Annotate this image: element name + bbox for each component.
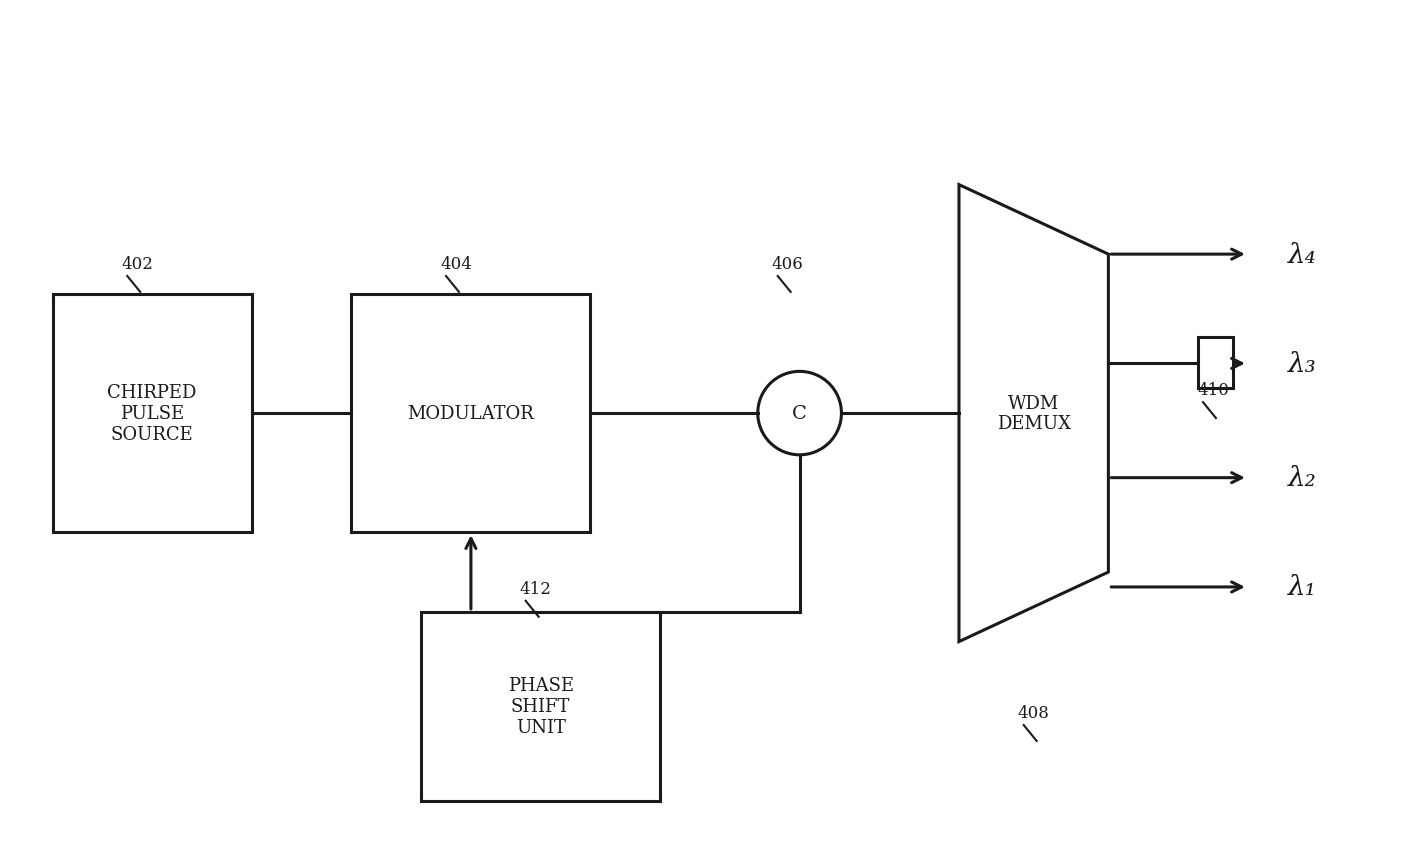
Text: λ₄: λ₄: [1287, 241, 1316, 269]
Text: WDM
DEMUX: WDM DEMUX: [997, 394, 1071, 433]
Bar: [53, 294, 252, 532]
Text: λ₃: λ₃: [1287, 351, 1316, 378]
Text: 410: 410: [1197, 382, 1230, 398]
Text: λ₂: λ₂: [1287, 465, 1316, 491]
Bar: [421, 612, 660, 801]
Bar: [1199, 337, 1232, 389]
Bar: [352, 294, 590, 532]
Text: 412: 412: [520, 580, 551, 597]
Text: CHIRPED
PULSE
SOURCE: CHIRPED PULSE SOURCE: [108, 384, 196, 444]
Text: 406: 406: [771, 256, 803, 273]
Text: C: C: [792, 404, 808, 422]
Text: PHASE
SHIFT
UNIT: PHASE SHIFT UNIT: [508, 676, 573, 736]
Text: 404: 404: [440, 256, 472, 273]
Text: λ₁: λ₁: [1287, 574, 1316, 601]
Text: 408: 408: [1018, 705, 1050, 722]
Text: 402: 402: [122, 256, 153, 273]
Text: MODULATOR: MODULATOR: [408, 404, 534, 422]
